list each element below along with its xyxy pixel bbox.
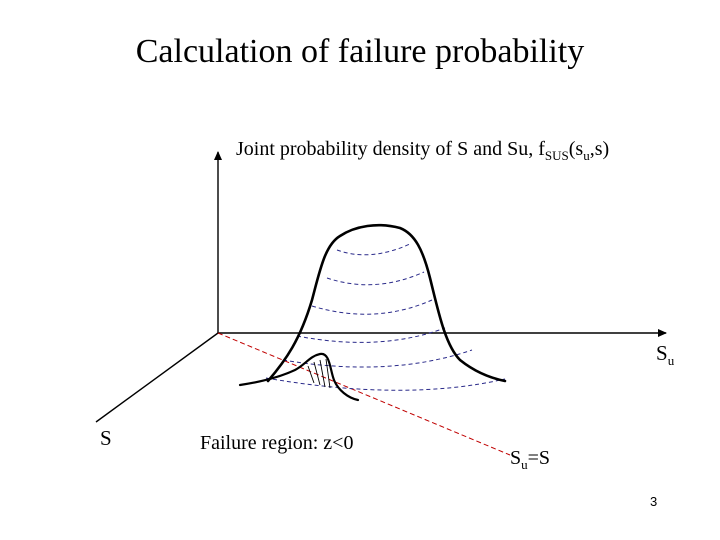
su-axis-label: Su (656, 341, 675, 368)
failure-region-label: Failure region: z<0 (200, 432, 354, 454)
failure-region-curve (238, 352, 360, 402)
contour-arc (296, 327, 446, 343)
contour-arc (311, 299, 433, 315)
contour-arc (336, 243, 411, 256)
s-axis (95, 332, 219, 423)
contour-arc (265, 377, 506, 391)
contour-arc (282, 349, 473, 368)
su-equals-s-line (217, 332, 511, 456)
joint-density-surface (266, 223, 507, 383)
density-axis-label: Joint probability density of S and Su, f… (236, 138, 610, 163)
slide-title: Calculation of failure probability (135, 33, 585, 70)
s-axis-label: S (100, 426, 112, 450)
failure-region-hatching (307, 358, 331, 389)
page-number: 3 (650, 494, 658, 509)
density-contours (265, 243, 506, 391)
contour-arc (326, 271, 425, 286)
su-equals-s-label: Su=S (510, 447, 551, 472)
